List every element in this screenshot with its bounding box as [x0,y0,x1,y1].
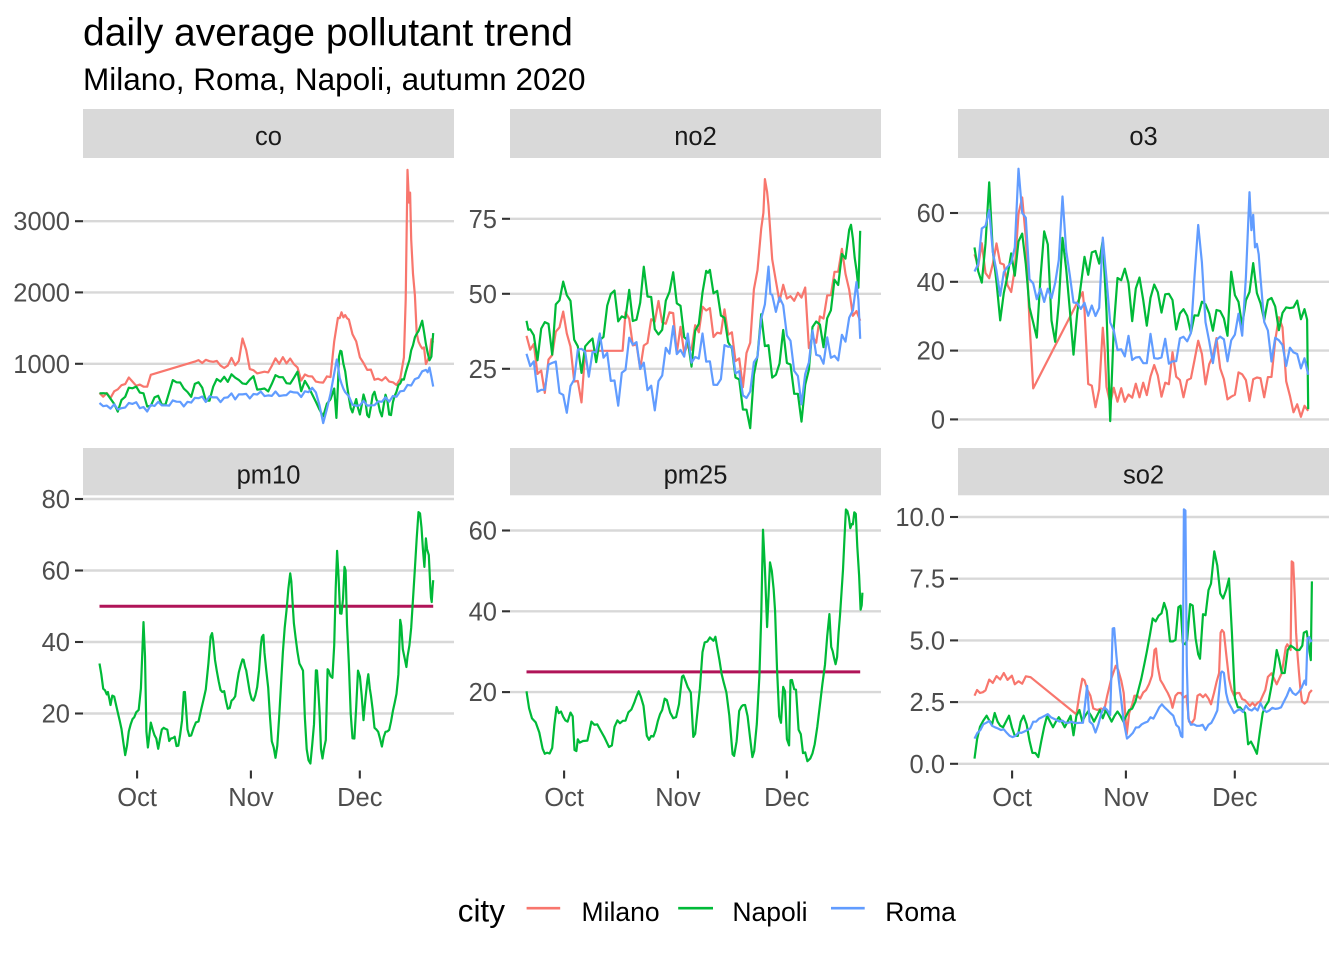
svg-text:co: co [255,123,282,151]
svg-text:Dec: Dec [1212,784,1258,812]
svg-text:20: 20 [469,679,497,707]
svg-text:60: 60 [42,558,70,586]
svg-text:20: 20 [42,701,70,729]
svg-text:25: 25 [469,356,497,384]
svg-text:Oct: Oct [117,784,157,812]
svg-text:0: 0 [931,406,945,434]
svg-text:60: 60 [917,200,945,228]
svg-text:Dec: Dec [337,784,383,812]
svg-text:Dec: Dec [764,784,810,812]
svg-text:3000: 3000 [13,208,70,236]
svg-text:Nov: Nov [228,784,274,812]
svg-text:Napoli: Napoli [732,897,807,927]
svg-text:city: city [458,893,506,929]
svg-text:pm25: pm25 [664,461,728,489]
svg-text:Milano: Milano [582,897,660,927]
svg-text:no2: no2 [674,123,717,151]
svg-text:40: 40 [917,269,945,297]
svg-text:0.0: 0.0 [910,751,945,779]
svg-text:pm10: pm10 [237,461,301,489]
svg-text:o3: o3 [1129,123,1157,151]
svg-text:daily average pollutant trend: daily average pollutant trend [83,12,573,55]
svg-text:2000: 2000 [13,279,70,307]
svg-text:60: 60 [469,518,497,546]
svg-text:Oct: Oct [544,784,584,812]
svg-text:Oct: Oct [992,784,1032,812]
svg-text:so2: so2 [1123,461,1164,489]
svg-text:75: 75 [469,206,497,234]
svg-text:40: 40 [42,629,70,657]
svg-text:80: 80 [42,486,70,514]
svg-text:Nov: Nov [655,784,701,812]
svg-text:10.0: 10.0 [895,504,945,532]
svg-text:Milano, Roma, Napoli, autumn 2: Milano, Roma, Napoli, autumn 2020 [83,61,586,97]
svg-text:Roma: Roma [885,897,956,927]
svg-text:40: 40 [469,598,497,626]
svg-text:Nov: Nov [1103,784,1149,812]
svg-text:1000: 1000 [13,351,70,379]
svg-text:5.0: 5.0 [910,627,945,655]
svg-text:50: 50 [469,281,497,309]
svg-text:20: 20 [917,338,945,366]
svg-text:7.5: 7.5 [910,566,945,594]
svg-text:2.5: 2.5 [910,689,945,717]
